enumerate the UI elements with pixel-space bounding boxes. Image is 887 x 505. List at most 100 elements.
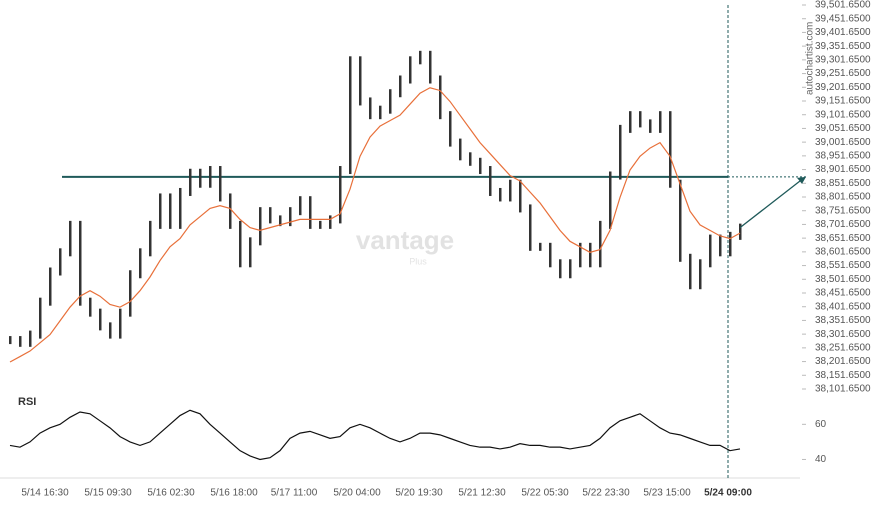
price-bar — [589, 242, 592, 268]
price-bar — [609, 171, 612, 229]
x-tick-label: 5/20 04:00 — [333, 488, 381, 499]
y-tick-label: 38,601.6500 — [815, 246, 871, 257]
price-bar — [539, 242, 542, 251]
price-bar — [599, 220, 602, 268]
rsi-title: RSI — [18, 396, 36, 408]
rsi-tick-label: 40 — [815, 454, 827, 465]
price-bar — [489, 166, 492, 196]
price-bar — [99, 308, 102, 331]
price-bar — [549, 242, 552, 268]
price-bar — [299, 196, 302, 216]
x-tick-label: 5/14 16:30 — [21, 488, 69, 499]
price-bar — [579, 242, 582, 268]
price-bar — [469, 152, 472, 166]
price-bar — [79, 220, 82, 306]
y-tick-label: 38,701.6500 — [815, 219, 871, 230]
price-bar — [409, 56, 412, 84]
price-bar — [649, 119, 652, 133]
x-tick-label: 5/22 05:30 — [521, 488, 569, 499]
line — [9, 409, 741, 461]
price-bar — [699, 259, 702, 290]
price-bar — [9, 336, 12, 345]
source: autochartist.com — [805, 22, 816, 95]
line — [9, 87, 741, 363]
y-tick-label: 38,201.6500 — [815, 356, 871, 367]
watermark: vantage — [356, 225, 454, 255]
y-tick-label: 39,501.6500 — [815, 0, 871, 11]
y-tick-label: 38,501.6500 — [815, 274, 871, 285]
price-bar — [499, 187, 502, 202]
arrow-head — [797, 176, 806, 184]
rsi-tick-label: 60 — [815, 419, 827, 430]
price-bar — [689, 253, 692, 290]
price-bar — [259, 207, 262, 246]
price-bar — [399, 75, 402, 98]
price-bar — [639, 111, 642, 128]
projection-arrow — [739, 177, 805, 229]
x-tick-label: 5/16 18:00 — [210, 488, 258, 499]
x-tick-label: 5/24 09:00 — [704, 488, 752, 499]
y-tick-label: 38,951.6500 — [815, 150, 871, 161]
price-bar — [309, 196, 312, 229]
price-bar — [379, 105, 382, 120]
price-bar — [669, 111, 672, 188]
price-bar — [439, 75, 442, 120]
price-bar — [679, 179, 682, 262]
y-tick-label: 38,901.6500 — [815, 164, 871, 175]
price-bar — [529, 204, 532, 251]
price-bar — [729, 231, 732, 257]
price-bar — [69, 220, 72, 257]
price-bar — [389, 89, 392, 114]
x-tick-label: 5/23 15:00 — [643, 488, 691, 499]
y-tick-label: 38,251.6500 — [815, 342, 871, 353]
y-tick-label: 39,001.6500 — [815, 137, 871, 148]
price-bar — [559, 259, 562, 279]
price-bar — [249, 237, 252, 268]
x-tick-label: 5/15 09:30 — [84, 488, 132, 499]
y-tick-label: 39,251.6500 — [815, 68, 871, 79]
price-bar — [199, 168, 202, 188]
watermark-sub: Plus — [409, 256, 427, 266]
y-tick-label: 38,151.6500 — [815, 370, 871, 381]
y-tick-label: 39,051.6500 — [815, 123, 871, 134]
y-tick-label: 38,751.6500 — [815, 205, 871, 216]
price-bar — [419, 50, 422, 65]
price-bar — [189, 168, 192, 196]
price-bar — [149, 220, 152, 257]
price-bar — [449, 111, 452, 147]
y-tick-label: 38,351.6500 — [815, 315, 871, 326]
price-bar — [109, 322, 112, 339]
price-bar — [629, 111, 632, 133]
x-tick-label: 5/17 11:00 — [271, 488, 318, 499]
y-tick-label: 38,851.6500 — [815, 178, 871, 189]
price-bar — [169, 193, 172, 229]
price-bar — [739, 223, 742, 240]
y-tick-label: 38,401.6500 — [815, 301, 871, 312]
price-bar — [179, 187, 182, 229]
price-bar — [289, 207, 292, 227]
price-bar — [269, 207, 272, 224]
y-tick-label: 39,451.6500 — [815, 13, 871, 24]
y-tick-label: 38,551.6500 — [815, 260, 871, 271]
price-bar — [129, 270, 132, 317]
price-bar — [709, 234, 712, 268]
x-tick-label: 5/16 02:30 — [147, 488, 195, 499]
price-bar — [519, 179, 522, 213]
price-bar — [279, 215, 282, 227]
price-bar — [119, 308, 122, 339]
price-bar — [209, 166, 212, 188]
price-bar — [509, 179, 512, 202]
y-tick-label: 39,101.6500 — [815, 109, 871, 120]
y-tick-label: 39,301.6500 — [815, 54, 871, 65]
price-bar — [659, 111, 662, 133]
price-bar — [359, 56, 362, 106]
price-bar — [619, 124, 622, 180]
price-bar — [219, 166, 222, 202]
price-bar — [139, 248, 142, 279]
y-tick-label: 38,101.6500 — [815, 384, 871, 395]
price-bar — [369, 97, 372, 120]
price-bar — [459, 138, 462, 161]
price-bar — [319, 220, 322, 229]
price-bar — [29, 330, 32, 347]
